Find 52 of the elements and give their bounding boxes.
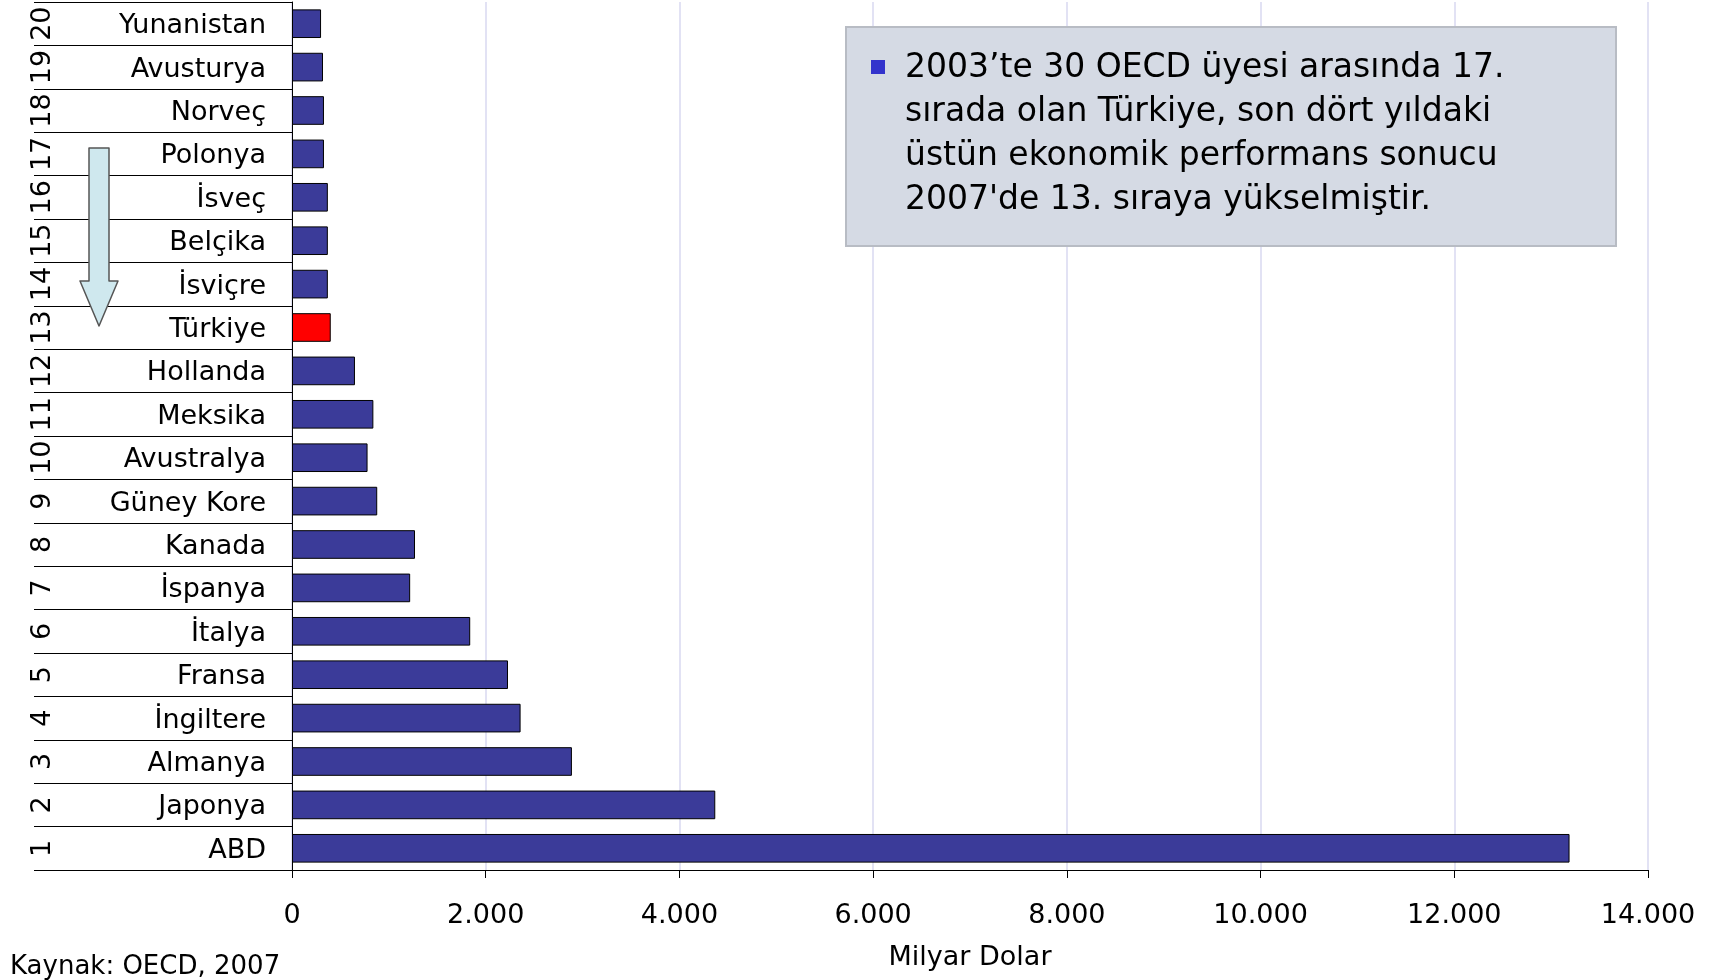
y-tick-label: Almanya [147, 746, 266, 777]
text: 14 [24, 266, 56, 302]
text: 9 [24, 492, 56, 510]
text: 15 [24, 223, 56, 258]
text: 10 [24, 440, 56, 475]
x-tick-label: 14.000 [1600, 898, 1696, 929]
y-tick-label: Avustralya [123, 442, 266, 474]
x-tick-label: 6.000 [834, 898, 912, 929]
y-tick-label: İsveç [196, 181, 266, 213]
y-tick-label: İsviçre [178, 268, 266, 300]
text: 19 [24, 49, 56, 85]
y-tick-label: Yunanistan [117, 8, 266, 40]
text: 17 [24, 136, 56, 172]
text: 11 [24, 397, 56, 432]
y-tick-label: İspanya [160, 572, 266, 604]
x-tick-label: 2.000 [447, 898, 525, 929]
text: 13 [24, 310, 56, 345]
y-tick-label: Türkiye [168, 312, 266, 343]
y-tick-label: Meksika [157, 398, 266, 430]
text: 12 [24, 353, 56, 389]
text: 6 [24, 622, 56, 640]
y-tick-label: Kanada [164, 529, 266, 560]
text: 16 [24, 180, 56, 215]
text: 18 [24, 93, 56, 128]
text: 8 [24, 535, 56, 554]
x-tick-label: 4.000 [640, 898, 719, 929]
x-tick-label: 10.000 [1213, 898, 1308, 929]
annotation: 2003’te 30 OECD üyesi arasında 17. sırada olan Türkiye, son dört yıldaki üstün ekonomik performans sonucu 2007'de 13. sıraya yükselmiştir. [905, 46, 1505, 217]
y-tick-label: Belçika [169, 225, 266, 257]
y-tick-label: ABD [208, 832, 266, 864]
y-tick-label: İtalya [190, 615, 266, 647]
y-tick-label: Norveç [170, 95, 266, 126]
x-tick-label: 12.000 [1407, 898, 1502, 929]
text: 1 [24, 839, 56, 857]
text: 2 [24, 796, 56, 814]
text: 7 [24, 579, 56, 597]
text: 4 [24, 709, 56, 727]
y-tick-label: Polonya [160, 138, 266, 170]
note-box: 2003’te 30 OECD üyesi arasında 17. sırada olan Türkiye, son dört yıldaki üstün ekonomik performans sonucu 2007'de 13. sıraya yükselmiştir. [845, 26, 1617, 247]
text: Kaynak: OECD, 2007 [10, 950, 281, 980]
x-tick-label: 0 [283, 898, 301, 929]
y-tick-label: Hollanda [146, 355, 266, 387]
x-tick-label: 8.000 [1028, 898, 1106, 929]
x-axis-title: Milyar Dolar [888, 940, 1053, 971]
y-tick-label: Fransa [177, 659, 266, 691]
text: 3 [24, 752, 56, 771]
text: 5 [24, 666, 56, 684]
y-tick-label: Avusturya [130, 51, 266, 83]
text: 20 [24, 6, 56, 41]
y-tick-label: Japonya [156, 789, 266, 821]
y-tick-label: İngiltere [154, 702, 266, 734]
y-tick-label: Güney Kore [109, 485, 266, 517]
